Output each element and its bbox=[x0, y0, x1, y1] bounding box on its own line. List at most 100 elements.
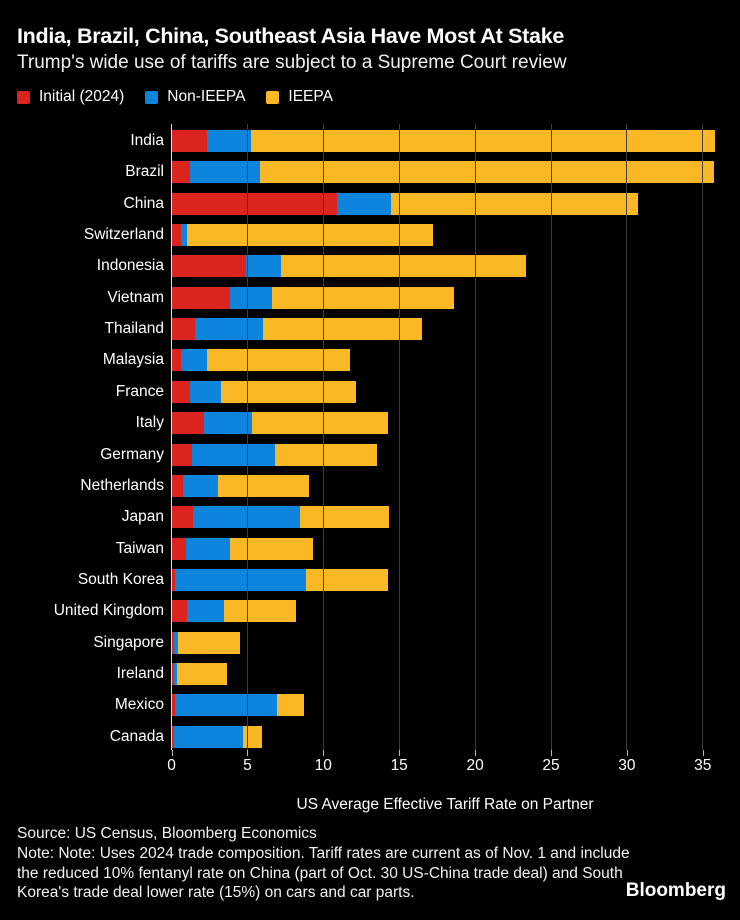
country-label: China bbox=[123, 194, 165, 212]
x-tick-label: 0 bbox=[167, 757, 176, 774]
bar-segment-non-ieepa bbox=[181, 349, 207, 372]
bar-segment-non-ieepa bbox=[194, 318, 264, 341]
bar-row bbox=[172, 192, 638, 215]
x-axis: 0 5 10 15 20 25 30 35 bbox=[0, 750, 740, 784]
x-tick-label: 30 bbox=[618, 757, 636, 774]
country-label: Taiwan bbox=[115, 539, 164, 557]
country-label: Brazil bbox=[125, 163, 164, 181]
country-label: South Korea bbox=[77, 570, 164, 588]
bar-segment-ieepa bbox=[263, 318, 423, 341]
bar-row bbox=[172, 255, 526, 278]
bar-segment-initial-2024 bbox=[172, 286, 230, 309]
bar-segment-non-ieepa bbox=[182, 474, 218, 497]
bar-segment-initial-2024 bbox=[172, 349, 182, 372]
y-axis-line bbox=[171, 124, 172, 750]
bar-segment-initial-2024 bbox=[172, 161, 191, 184]
bar-segment-non-ieepa bbox=[206, 130, 251, 152]
x-tick-mark bbox=[626, 750, 628, 756]
country-label: Indonesia bbox=[96, 257, 164, 275]
bar-segment-ieepa bbox=[217, 474, 309, 497]
bar-segment-ieepa bbox=[305, 568, 388, 591]
bar-segment-initial-2024 bbox=[172, 474, 183, 497]
gridline bbox=[550, 124, 552, 750]
legend-swatch-non-ieepa-icon bbox=[145, 90, 159, 104]
bar-segment-ieepa bbox=[206, 349, 350, 372]
bar-segment-ieepa bbox=[250, 130, 716, 152]
gridline bbox=[626, 124, 628, 750]
legend-item-non-ieepa: Non-IEEPA bbox=[145, 88, 245, 106]
bar-segment-initial-2024 bbox=[172, 600, 188, 623]
x-tick-label: 10 bbox=[314, 757, 332, 774]
chart-title: India, Brazil, China, Southeast Asia Hav… bbox=[17, 24, 565, 48]
bar-row bbox=[172, 725, 262, 748]
x-tick-mark bbox=[247, 750, 249, 756]
plot-area bbox=[172, 124, 718, 750]
bar-segment-non-ieepa bbox=[187, 600, 224, 623]
bar-row bbox=[172, 224, 434, 247]
bar-segment-initial-2024 bbox=[172, 506, 194, 529]
bar-row bbox=[172, 474, 309, 497]
bar-segment-non-ieepa bbox=[229, 286, 273, 309]
chart-subtitle: Trump's wide use of tariffs are subject … bbox=[17, 52, 567, 73]
bar-segment-ieepa bbox=[178, 631, 241, 654]
bar-row bbox=[172, 631, 241, 654]
bar-segment-non-ieepa bbox=[181, 224, 188, 247]
country-label: India bbox=[130, 132, 164, 149]
bar-segment-ieepa bbox=[187, 224, 434, 247]
bar-segment-ieepa bbox=[299, 506, 390, 529]
bar-row bbox=[172, 130, 716, 152]
bar-segment-non-ieepa bbox=[173, 662, 177, 685]
x-axis-title: US Average Effective Tariff Rate on Part… bbox=[296, 796, 594, 813]
country-label: Germany bbox=[100, 445, 164, 463]
bar-segment-initial-2024 bbox=[172, 568, 176, 591]
bar-segment-ieepa bbox=[275, 443, 377, 466]
legend: Initial (2024) Non-IEEPA IEEPA bbox=[17, 88, 333, 106]
country-label: Thailand bbox=[104, 320, 164, 338]
bar-row bbox=[172, 161, 714, 184]
bar-segment-initial-2024 bbox=[172, 725, 174, 748]
legend-label: Non-IEEPA bbox=[167, 88, 246, 105]
bloomberg-logo: Bloomberg bbox=[625, 880, 726, 901]
gridline bbox=[246, 124, 248, 750]
legend-label: Initial (2024) bbox=[39, 88, 125, 105]
bar-row bbox=[172, 380, 356, 403]
x-tick-label: 20 bbox=[466, 757, 484, 774]
country-label: Netherlands bbox=[80, 476, 164, 494]
bar-segment-non-ieepa bbox=[193, 506, 300, 529]
bar-segment-ieepa bbox=[281, 255, 526, 278]
bar-segment-initial-2024 bbox=[172, 631, 174, 654]
bar-row bbox=[172, 286, 455, 309]
bar-segment-ieepa bbox=[176, 662, 227, 685]
gridline bbox=[702, 124, 704, 750]
bar-segment-ieepa bbox=[276, 694, 305, 717]
country-label: France bbox=[115, 382, 164, 400]
legend-label: IEEPA bbox=[288, 88, 333, 105]
bar-segment-initial-2024 bbox=[172, 318, 195, 341]
bar-segment-initial-2024 bbox=[172, 224, 182, 247]
bar-row bbox=[172, 506, 390, 529]
bar-segment-non-ieepa bbox=[191, 443, 276, 466]
legend-swatch-initial-icon bbox=[17, 90, 30, 104]
bar-segment-ieepa bbox=[252, 412, 388, 435]
bar-segment-non-ieepa bbox=[173, 631, 179, 654]
x-tick-mark bbox=[551, 750, 552, 756]
bar-segment-initial-2024 bbox=[172, 662, 174, 685]
x-tick-mark bbox=[702, 750, 704, 756]
legend-swatch-ieepa-icon bbox=[266, 90, 280, 104]
bar-row bbox=[172, 694, 305, 717]
bar-segment-non-ieepa bbox=[175, 568, 306, 591]
bar-segment-initial-2024 bbox=[172, 255, 247, 278]
bar-segment-ieepa bbox=[220, 380, 356, 403]
country-label: Mexico bbox=[114, 696, 164, 714]
bar-segment-ieepa bbox=[260, 161, 714, 184]
bar-row bbox=[172, 662, 227, 685]
note-text: Note: Note: Uses 2024 trade composition.… bbox=[17, 845, 630, 901]
gridline bbox=[322, 124, 324, 750]
bar-row bbox=[172, 568, 388, 591]
bar-segment-initial-2024 bbox=[172, 130, 207, 152]
country-label: Vietnam bbox=[107, 288, 164, 306]
x-tick-mark bbox=[323, 750, 325, 756]
bar-segment-ieepa bbox=[390, 192, 638, 215]
bar-segment-initial-2024 bbox=[172, 694, 176, 717]
